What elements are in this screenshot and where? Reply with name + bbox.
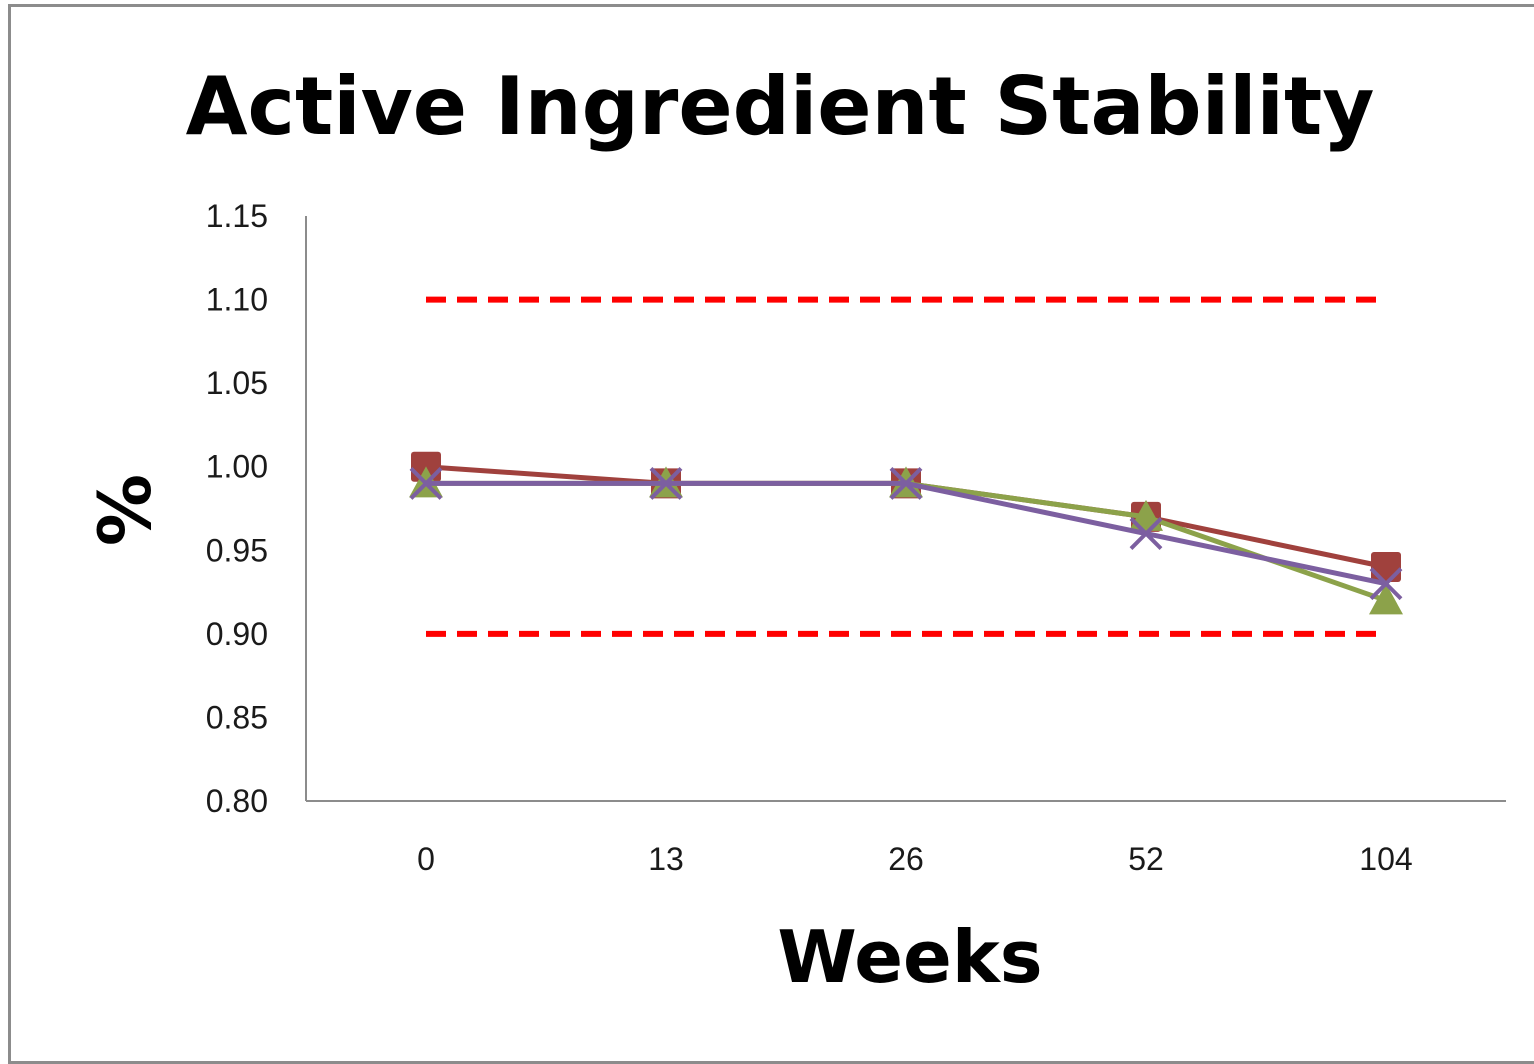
y-tick-label: 0.80 [206,783,268,819]
series-line-3 [426,480,1387,587]
x-axis-title: Weeks [777,915,1042,999]
y-tick-label: 0.85 [206,699,268,735]
y-tick-label: 0.95 [206,532,268,568]
chart-title: Active Ingredient Stability [186,60,1375,153]
data-point-x [649,467,683,500]
data-point-x [1369,567,1403,601]
x-tick-label: 26 [888,841,924,877]
x-tick-label: 0 [417,841,435,877]
data-point-x [1129,517,1163,550]
x-tick-label: 52 [1128,841,1164,877]
y-tick-label: 1.00 [206,449,268,485]
y-tick-label: 1.15 [206,198,268,234]
y-axis-title: % [83,474,167,546]
data-point-x [409,467,443,500]
chart-frame [8,4,1534,1064]
data-point-square [1371,552,1401,582]
x-tick-label: 104 [1359,841,1412,877]
x-tick-label: 13 [648,841,684,877]
y-tick-label: 1.10 [206,282,268,318]
y-tick-label: 0.90 [206,616,268,652]
y-tick-label: 1.05 [206,365,268,401]
data-point-x [889,467,923,500]
data-point-triangle [1369,583,1403,615]
series-line-2 [426,480,1387,603]
